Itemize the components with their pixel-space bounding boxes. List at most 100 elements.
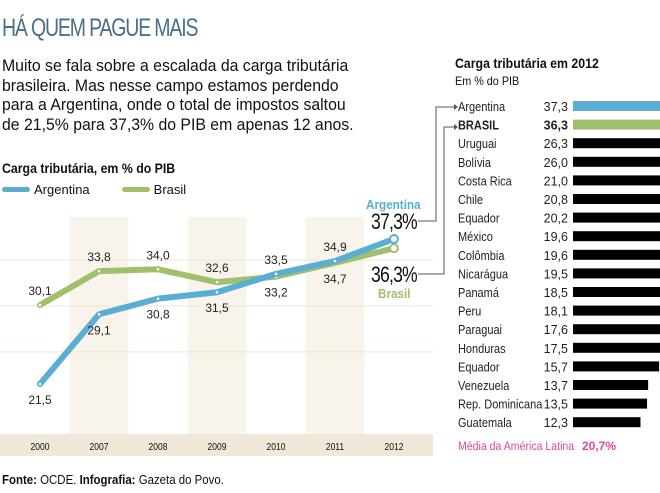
x-tick-label: 2011 — [326, 441, 344, 452]
infographic-label: Infografia: — [79, 472, 136, 487]
data-point — [156, 297, 160, 300]
bar — [573, 231, 660, 242]
bar-value-label: 19,5 — [544, 267, 568, 281]
bar — [573, 398, 648, 409]
data-point — [215, 290, 219, 294]
x-axis-band — [0, 434, 433, 456]
bar-value-label: 13,7 — [544, 379, 568, 393]
data-point — [97, 312, 101, 316]
data-label: 32,6 — [205, 261, 229, 275]
bar-category-label: Guatemala — [458, 417, 512, 431]
legend-swatch-brasil — [121, 187, 150, 192]
data-point — [38, 303, 42, 307]
bar-value-label: 15,7 — [544, 360, 568, 374]
bar-category-label: Paraguai — [458, 324, 502, 338]
data-point — [156, 267, 160, 271]
bar-category-label: Uruguai — [458, 138, 496, 152]
x-tick-label: 2008 — [149, 441, 168, 452]
bar-value-label: 21,0 — [544, 174, 568, 188]
intro-text: Muito se fala sobre a escalada da carga … — [2, 56, 411, 134]
legend-item-brasil: Brasil — [121, 182, 187, 197]
data-label: 30,1 — [28, 284, 52, 298]
intro-line: Muito se fala sobre a escalada da carga … — [2, 56, 349, 75]
bar-value-label: 19,6 — [544, 230, 568, 244]
average-value: 20,7% — [582, 439, 616, 453]
legend-item-argentina: Argentina — [2, 182, 90, 197]
data-label: 29,1 — [87, 323, 111, 337]
bar — [573, 175, 660, 186]
end-point-brasil — [389, 243, 399, 254]
data-label: 30,8 — [146, 308, 170, 322]
bar-category-label: Rep. Dominicana — [458, 398, 543, 412]
bar — [573, 287, 660, 297]
bar-category-label: Peru — [458, 305, 481, 319]
bar — [573, 249, 660, 260]
data-point — [97, 269, 101, 273]
data-point — [38, 382, 42, 386]
bar-value-label: 36,3 — [544, 119, 568, 133]
bar — [573, 212, 660, 223]
infographic-value: Gazeta do Povo. — [138, 472, 224, 487]
bar-value-label: 37,3 — [544, 100, 568, 114]
bar — [573, 324, 660, 335]
data-label: 21,5 — [28, 393, 52, 407]
bar-chart: Argentina 37,3 BRASIL 36,3 Uruguai 26,3 Bolívi… — [458, 100, 660, 453]
bar-category-label: México — [458, 231, 493, 245]
bar — [573, 342, 660, 353]
bar — [573, 101, 660, 111]
callout-brasil-value: 36,3% — [371, 262, 418, 287]
bar-value-label: 18,5 — [544, 286, 568, 300]
line-chart: 2000 2007 2008 2009 2010 2011 2012 21,5 29,1 30,8… — [0, 217, 433, 456]
source-credit: Fonte: OCDE. Infografia: Gazeta do Povo. — [2, 472, 224, 487]
intro-line: de 21,5% para 37,3% do PIB em apenas 12 … — [2, 114, 354, 134]
bar-value-label: 20,8 — [544, 193, 568, 207]
data-label: 34,7 — [323, 272, 347, 286]
callout-brasil-label: Brasil — [378, 286, 411, 301]
callout-argentina-value: 37,3% — [371, 209, 418, 234]
intro-line: brasileira. Mas nesse campo estamos perd… — [2, 75, 339, 95]
x-tick-label: 2000 — [31, 441, 50, 452]
column-band — [187, 217, 247, 434]
data-label: 33,2 — [264, 286, 288, 300]
bar-value-label: 19,6 — [544, 249, 568, 263]
bar-value-label: 17,6 — [544, 323, 568, 337]
bar — [573, 361, 660, 372]
data-label: 33,8 — [87, 250, 111, 264]
x-tick-label: 2007 — [90, 441, 109, 452]
line-chart-title: Carga tributária, em % do PIB — [2, 160, 176, 176]
callout-argentina-label: Argentina — [366, 197, 421, 212]
bar-category-label: Honduras — [458, 342, 506, 356]
data-point — [333, 259, 337, 263]
legend-label: Argentina — [34, 182, 90, 197]
x-tick-label: 2009 — [208, 441, 227, 452]
data-label: 31,5 — [205, 301, 229, 315]
intro-line: para a Argentina, onde o total de impost… — [2, 95, 346, 114]
bar-value-label: 18,1 — [544, 305, 568, 319]
data-point — [215, 280, 219, 284]
average-label: Média da América Latina — [458, 440, 575, 453]
bar-value-label: 12,3 — [544, 416, 568, 430]
legend-label: Brasil — [153, 182, 187, 197]
bar — [573, 380, 649, 390]
bar — [573, 305, 660, 316]
bar-chart-subtitle: Em % do PIB — [455, 74, 520, 88]
source-value: OCDE. — [40, 472, 77, 487]
legend-swatch-argentina — [2, 187, 30, 192]
bar — [573, 268, 660, 279]
bar-value-label: 26,0 — [544, 156, 568, 170]
bar-chart-title: Carga tributária em 2012 — [455, 55, 599, 71]
column-band — [69, 217, 129, 434]
bar — [573, 156, 660, 167]
bar-category-label: Panamá — [458, 286, 499, 300]
data-label: 34,9 — [323, 240, 347, 254]
bar-category-label: Equador — [458, 361, 500, 375]
bar — [573, 194, 660, 204]
bar-value-label: 13,5 — [544, 398, 568, 412]
bar-value-label: 20,2 — [544, 212, 568, 226]
end-point-argentina — [389, 234, 399, 244]
legend: Argentina Brasil — [2, 182, 206, 197]
bar-category-label: BRASIL — [458, 119, 499, 133]
bar-category-label: Colômbia — [458, 249, 505, 263]
bar-category-label: Argentina — [458, 100, 505, 114]
bar-category-label: Nicarágua — [458, 268, 509, 282]
